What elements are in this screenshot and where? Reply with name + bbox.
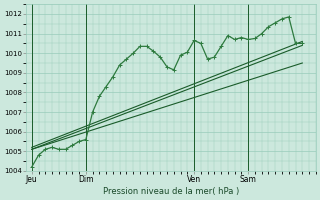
X-axis label: Pression niveau de la mer( hPa ): Pression niveau de la mer( hPa )	[103, 187, 239, 196]
